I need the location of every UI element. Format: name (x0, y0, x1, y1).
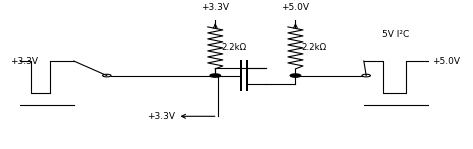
Text: +5.0V: +5.0V (432, 56, 460, 66)
Text: +5.0V: +5.0V (281, 3, 309, 11)
Text: +3.3V: +3.3V (201, 3, 229, 11)
Text: 2.2kΩ: 2.2kΩ (301, 43, 326, 52)
Circle shape (290, 74, 301, 77)
Circle shape (210, 74, 220, 77)
Text: 5V I²C: 5V I²C (382, 30, 410, 39)
Text: 2.2kΩ: 2.2kΩ (221, 43, 246, 52)
Text: +3.3V: +3.3V (147, 112, 175, 121)
Text: +3.3V: +3.3V (10, 56, 38, 66)
